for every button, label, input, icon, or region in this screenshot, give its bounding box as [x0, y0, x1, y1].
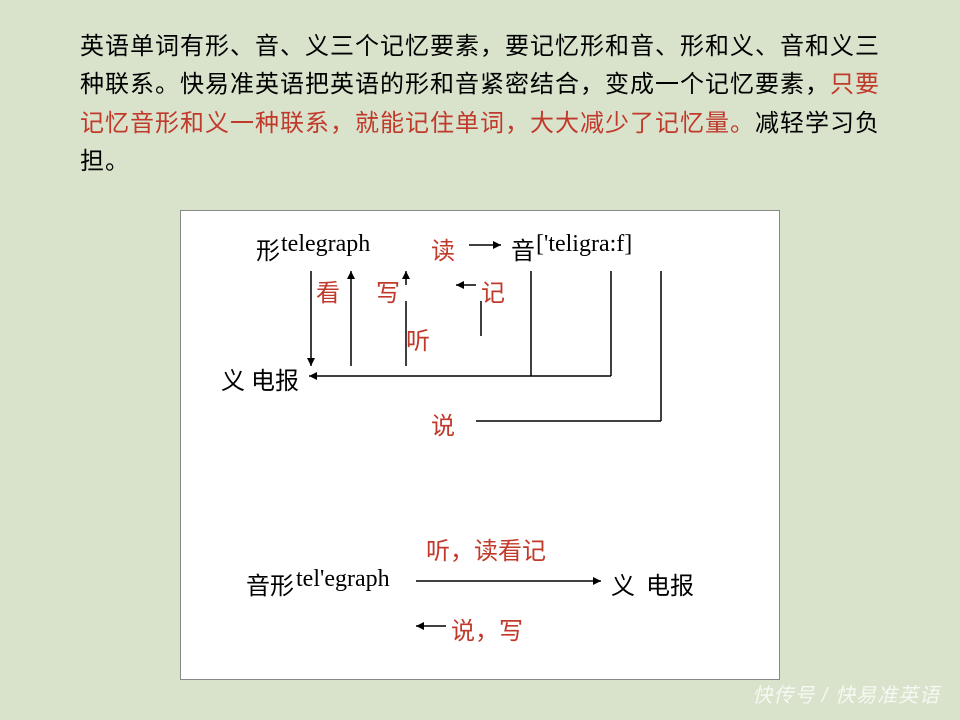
ting-label: 听 [406, 321, 430, 356]
word-telegraph: telegraph [281, 231, 370, 258]
shuo-label: 说 [431, 406, 455, 441]
diagram-frame: 义 电报 --> 形 telegraph 读 音 ['teligra:f] 看 … [180, 210, 780, 680]
shuo-xie: 说，写 [451, 611, 523, 646]
ji-label: 记 [481, 273, 505, 308]
yi-label-upper: 义 [221, 361, 245, 396]
yin-label: 音 [511, 231, 535, 266]
du-label: 读 [431, 231, 455, 266]
yi-label-lower: 义 [611, 566, 635, 601]
intro-paragraph: 英语单词有形、音、义三个记忆要素，要记忆形和音、形和义、音和义三种联系。快易准英… [0, 0, 960, 182]
watermark: 快传号 / 快易准英语 [752, 679, 940, 708]
para-black-1: 英语单词有形、音、义三个记忆要素，要记忆形和音、形和义、音和义三种联系。快易准英… [80, 34, 880, 98]
ting-du-kan-ji: 听，读看记 [426, 531, 546, 566]
kan-label: 看 [316, 273, 340, 308]
word-syllable: tel'egraph [296, 566, 390, 593]
yinxing-label: 音形 [246, 566, 294, 601]
xie-label: 写 [376, 273, 400, 308]
meaning-upper: 电报 [251, 361, 299, 396]
xing-label: 形 [256, 231, 280, 266]
phonetic: ['teligra:f] [536, 231, 632, 258]
meaning-lower: 电报 [646, 566, 694, 601]
